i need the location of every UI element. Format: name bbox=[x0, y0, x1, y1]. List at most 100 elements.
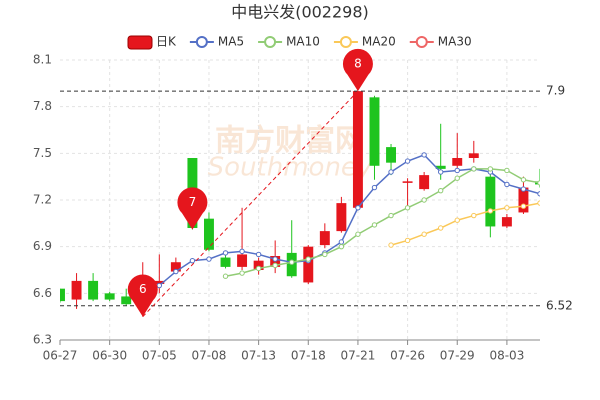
legend-label: MA5 bbox=[218, 35, 244, 49]
ma-point bbox=[471, 166, 477, 172]
ma-point bbox=[537, 180, 540, 186]
chart-title: 中电兴发(002298) bbox=[231, 3, 369, 22]
ma-point bbox=[255, 251, 262, 258]
plot-area bbox=[60, 91, 540, 317]
ma-point bbox=[388, 212, 394, 219]
candle-body bbox=[369, 97, 380, 166]
x-tick-label: 07-21 bbox=[340, 349, 375, 363]
ma-point bbox=[371, 184, 378, 191]
ma-point bbox=[520, 203, 527, 209]
y-tick-label: 6.3 bbox=[33, 333, 52, 347]
ma-line bbox=[225, 168, 540, 277]
ma-point bbox=[156, 282, 163, 289]
candle-body bbox=[485, 176, 496, 227]
ma-point bbox=[454, 175, 460, 181]
candle-body bbox=[336, 203, 347, 232]
candle-body bbox=[352, 91, 363, 208]
trend-line bbox=[142, 90, 359, 318]
x-tick-label: 07-05 bbox=[142, 349, 177, 363]
candle-body bbox=[303, 246, 314, 283]
ma-point bbox=[305, 256, 311, 262]
ma-point bbox=[371, 222, 378, 228]
watermark-text: 南方财富网 bbox=[215, 124, 365, 159]
ma-point bbox=[487, 166, 494, 172]
y-tick-label: 7.5 bbox=[33, 146, 52, 160]
annotation-pin bbox=[177, 187, 208, 230]
y-tick-label: 7.8 bbox=[33, 99, 52, 113]
ma-point bbox=[189, 257, 196, 264]
candle-body bbox=[518, 187, 529, 213]
x-tick-label: 07-29 bbox=[440, 349, 475, 363]
y-tick-label: 6.6 bbox=[33, 286, 52, 300]
annotation-text: 6 bbox=[139, 282, 147, 296]
ma-point bbox=[338, 239, 345, 245]
watermark: 南方财富网 Southmoney bbox=[208, 124, 373, 183]
ma-point bbox=[504, 205, 510, 211]
ma-point bbox=[222, 273, 229, 279]
candle-body bbox=[204, 218, 214, 250]
ma-point bbox=[206, 256, 212, 262]
ma-point bbox=[355, 231, 361, 237]
candle-body bbox=[154, 280, 165, 284]
x-tick-label: 06-27 bbox=[43, 349, 78, 363]
ma-point bbox=[520, 177, 527, 183]
ma-point bbox=[388, 169, 394, 175]
legend-label: MA30 bbox=[438, 35, 472, 49]
ma-point bbox=[437, 169, 444, 175]
ma-point bbox=[471, 212, 477, 219]
candle-body bbox=[501, 217, 512, 227]
ma-point bbox=[289, 259, 295, 265]
candle-body bbox=[419, 175, 430, 190]
ma-point bbox=[454, 217, 460, 223]
x-tick-label: 07-18 bbox=[291, 349, 326, 363]
x-tick-label: 07-08 bbox=[192, 349, 227, 363]
candle-body bbox=[60, 288, 65, 302]
ma-line bbox=[390, 202, 540, 246]
candle-body bbox=[71, 280, 82, 300]
candle-body bbox=[402, 181, 413, 183]
ma-point bbox=[272, 262, 278, 269]
candle-body bbox=[220, 257, 231, 267]
x-tick-label: 07-13 bbox=[241, 349, 276, 363]
legend-label: MA20 bbox=[362, 35, 396, 49]
legend-swatch bbox=[339, 36, 352, 48]
ma-point bbox=[421, 231, 427, 237]
ma-point bbox=[520, 186, 527, 192]
legend-label: MA10 bbox=[286, 35, 320, 49]
candle-body bbox=[452, 158, 463, 166]
candle-body bbox=[319, 231, 330, 246]
ma-point bbox=[437, 187, 444, 194]
candle-body bbox=[88, 280, 99, 300]
ma-point bbox=[454, 167, 460, 174]
legend-swatch bbox=[195, 36, 208, 48]
y-tick-label: 8.1 bbox=[33, 53, 52, 67]
x-tick-label: 06-30 bbox=[92, 349, 127, 363]
reference-label: 6.52 bbox=[546, 298, 573, 312]
ma-point bbox=[404, 205, 411, 211]
legend-swatch bbox=[415, 36, 428, 48]
ma-point bbox=[355, 205, 361, 211]
ma-point bbox=[487, 208, 494, 214]
watermark-text: Southmoney bbox=[208, 153, 373, 183]
ma-point bbox=[404, 237, 411, 244]
ma-point bbox=[404, 158, 411, 164]
candle-body bbox=[435, 165, 446, 169]
candle-body bbox=[170, 262, 181, 272]
candle-body bbox=[253, 260, 264, 270]
ma-point bbox=[421, 197, 427, 203]
y-tick-label: 7.2 bbox=[33, 193, 52, 207]
ma-point bbox=[239, 270, 245, 276]
ma-point bbox=[537, 191, 540, 197]
ma-point bbox=[338, 243, 345, 250]
ma-point bbox=[437, 225, 444, 231]
annotation-text: 7 bbox=[189, 195, 197, 209]
annotation-pin bbox=[127, 274, 158, 317]
annotation-text: 8 bbox=[354, 57, 362, 71]
x-tick-label: 08-03 bbox=[489, 349, 524, 363]
candle-body bbox=[237, 254, 248, 267]
legend-swatch bbox=[264, 36, 277, 48]
ma-point bbox=[173, 268, 179, 275]
ma-point bbox=[272, 256, 278, 262]
ma-point bbox=[255, 265, 262, 272]
